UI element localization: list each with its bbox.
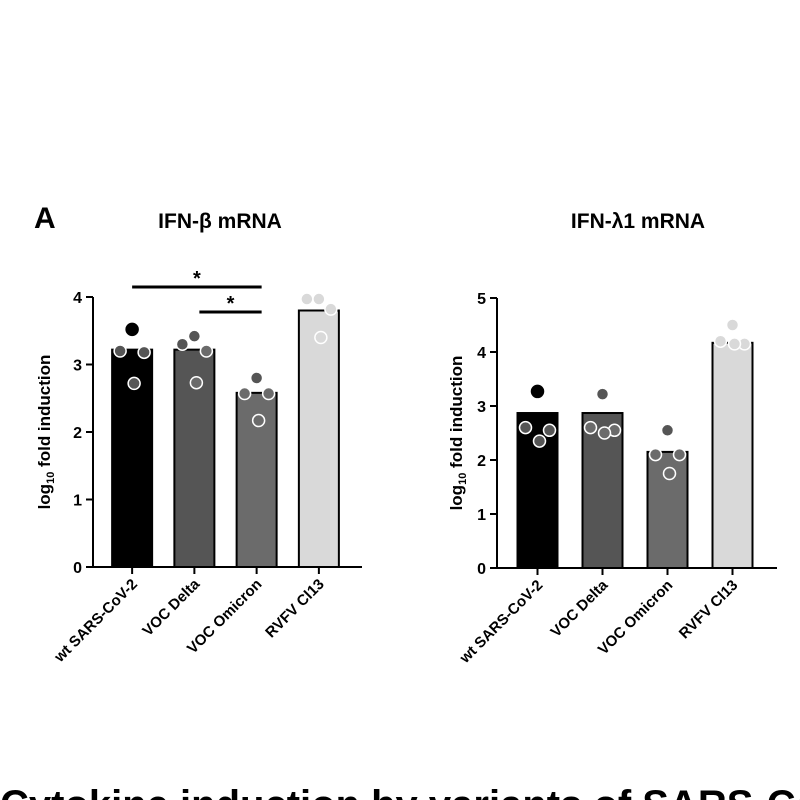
y-axis-label-part: 10 (45, 472, 57, 484)
data-point (187, 329, 202, 343)
data-point (314, 330, 328, 345)
x-tick-label: RVFV Cl13 (262, 576, 327, 641)
y-tick-label: 2 (477, 453, 486, 470)
x-tick-label: wt SARS-CoV-2 (456, 577, 547, 668)
significance-label: * (227, 293, 235, 315)
y-tick-label: 5 (477, 291, 486, 308)
data-point (518, 420, 533, 435)
y-tick-label: 4 (73, 290, 82, 307)
panel-label: A (34, 202, 56, 235)
y-axis-label-part: fold induction (35, 355, 54, 472)
y-axis-label-part: log (35, 484, 54, 510)
data-point (725, 318, 740, 332)
y-axis-label: log10 fold induction (35, 355, 57, 510)
data-point (175, 337, 190, 351)
y-tick-label: 1 (477, 507, 486, 524)
data-point (125, 322, 139, 337)
y-tick-label: 4 (477, 345, 486, 362)
y-tick-label: 0 (73, 560, 82, 577)
y-axis-label: log10 fold induction (447, 356, 469, 511)
chart-title: IFN-β mRNA (158, 210, 282, 233)
data-point (597, 426, 612, 440)
x-tick-label: VOC Delta (547, 576, 611, 640)
data-point (300, 292, 314, 306)
data-point (249, 371, 264, 385)
bar (297, 309, 340, 568)
data-point (542, 423, 557, 438)
y-tick-label: 2 (73, 425, 82, 442)
data-point (324, 302, 338, 316)
y-tick-label: 0 (477, 561, 486, 578)
chart-title: IFN-λ1 mRNA (571, 210, 705, 233)
data-point (583, 420, 598, 435)
data-point (727, 337, 742, 351)
data-point (312, 292, 326, 306)
y-tick-label: 3 (73, 358, 82, 375)
data-point (127, 376, 141, 391)
data-point (189, 375, 204, 390)
y-tick-label: 3 (477, 399, 486, 416)
bar (711, 341, 754, 569)
data-point (530, 384, 545, 399)
data-point (662, 466, 677, 481)
data-point (237, 386, 252, 401)
data-point (672, 447, 687, 462)
data-point (532, 434, 547, 448)
data-point (660, 423, 675, 438)
data-point (251, 413, 266, 428)
x-tick-label: VOC Delta (139, 575, 203, 639)
caption: Cytokine induction by variants of SARS-C… (0, 783, 800, 800)
y-tick-label: 1 (73, 493, 82, 510)
data-point (595, 387, 610, 401)
significance-label: * (193, 268, 201, 290)
y-axis-label-part: fold induction (447, 356, 466, 473)
y-axis-label-part: log (447, 485, 466, 511)
data-point (113, 344, 127, 358)
data-point (261, 386, 276, 401)
data-point (137, 345, 151, 360)
x-tick-label: wt SARS-CoV-2 (50, 576, 141, 667)
y-axis-label-part: 10 (457, 473, 469, 485)
x-tick-label: RVFV Cl13 (676, 577, 741, 642)
data-point (648, 447, 663, 462)
data-point (199, 344, 214, 358)
data-point (713, 334, 728, 348)
